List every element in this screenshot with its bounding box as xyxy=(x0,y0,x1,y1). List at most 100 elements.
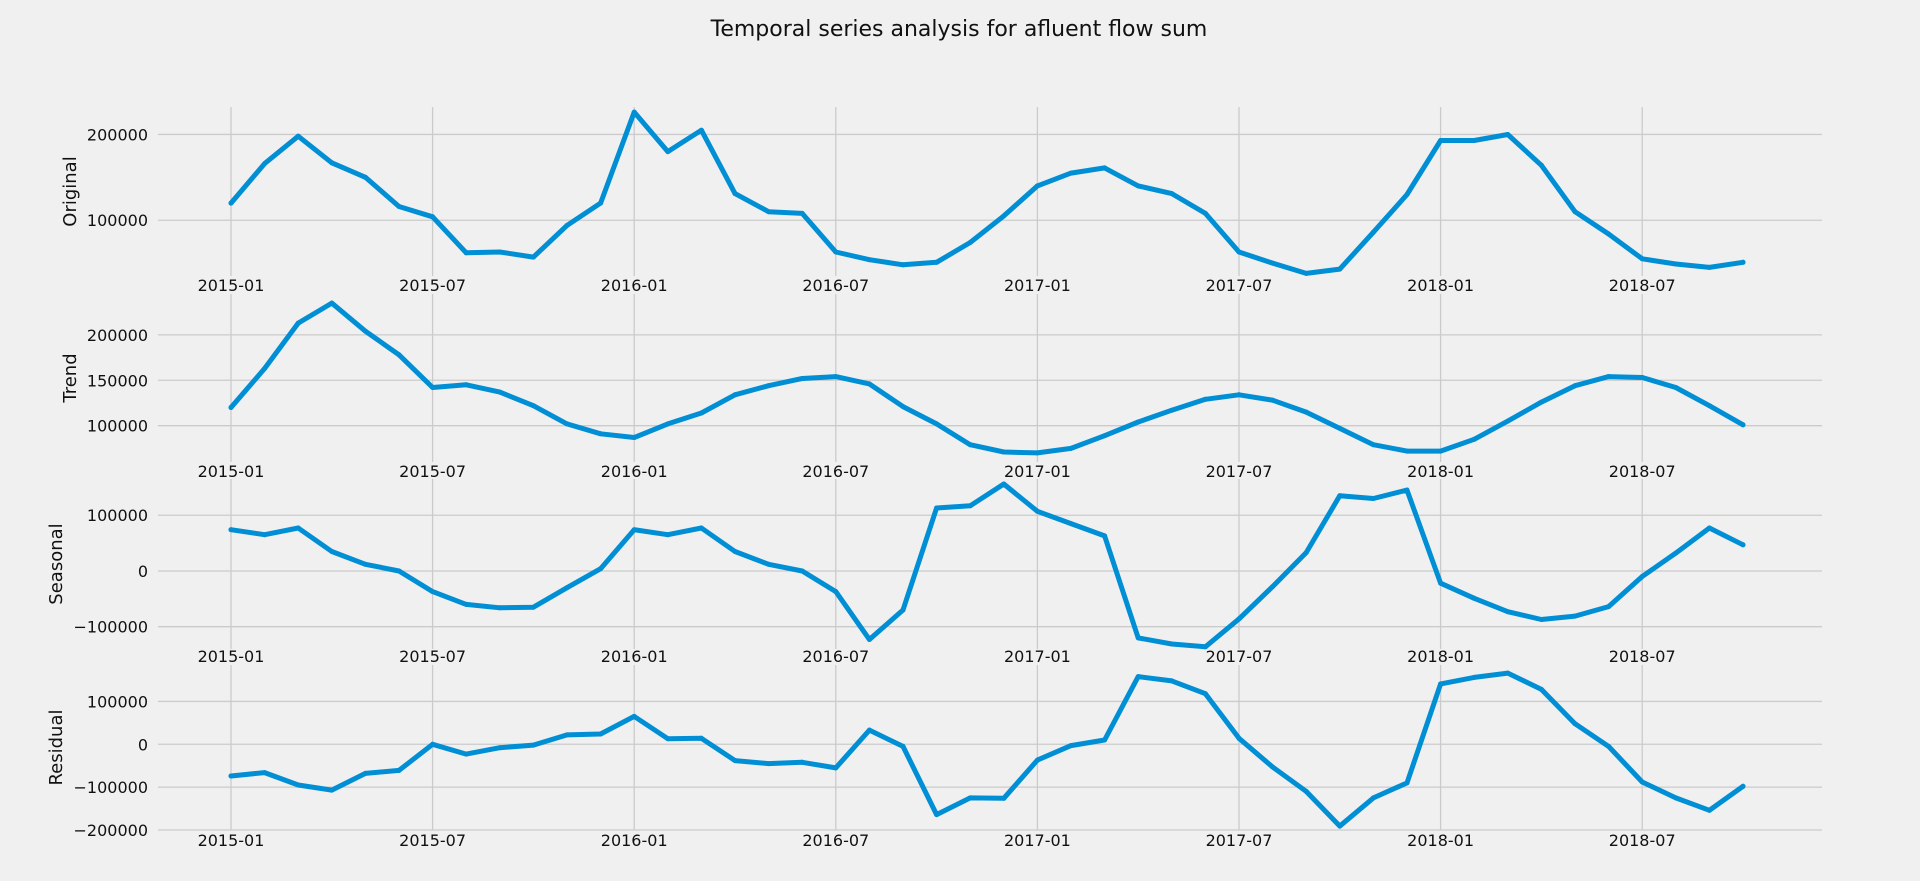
data-point xyxy=(1034,757,1040,763)
data-point xyxy=(598,731,604,737)
series-line-seasonal xyxy=(228,481,1746,650)
x-tick-label: 2015-01 xyxy=(198,647,265,666)
data-point xyxy=(833,374,839,380)
y-tick-label: 100000 xyxy=(87,506,148,525)
data-point xyxy=(262,770,268,776)
data-point xyxy=(732,758,738,764)
x-tick-label: 2015-01 xyxy=(198,462,265,481)
x-tick-label: 2016-07 xyxy=(802,276,869,295)
y-tick-label: 200000 xyxy=(87,125,148,144)
y-axis-label: Trend xyxy=(60,353,81,403)
data-point xyxy=(430,385,436,390)
data-point xyxy=(1538,162,1544,168)
data-point xyxy=(1370,442,1376,448)
data-point xyxy=(766,383,772,389)
data-point xyxy=(1404,448,1410,454)
x-tick-label: 2016-01 xyxy=(601,831,668,850)
data-point xyxy=(1135,674,1141,680)
data-point xyxy=(1202,691,1208,697)
data-point xyxy=(530,742,536,748)
data-point xyxy=(1572,613,1578,619)
y-tick-label: 150000 xyxy=(87,371,148,390)
data-point xyxy=(698,525,704,531)
data-point xyxy=(228,200,234,206)
data-point xyxy=(833,589,839,595)
data-point xyxy=(1740,259,1746,265)
data-point xyxy=(530,604,536,610)
data-point xyxy=(530,254,536,260)
y-tick-label: 100000 xyxy=(87,211,148,230)
data-point xyxy=(766,561,772,567)
x-tick-label: 2018-07 xyxy=(1609,462,1676,481)
series-line-trend xyxy=(228,300,1746,456)
data-point xyxy=(1370,795,1376,801)
data-point xyxy=(564,732,570,738)
data-point xyxy=(1706,525,1712,531)
data-point xyxy=(396,204,402,209)
data-point xyxy=(564,421,570,427)
data-point xyxy=(1068,743,1074,749)
data-point xyxy=(396,352,402,358)
data-point xyxy=(934,505,940,511)
data-point xyxy=(967,795,973,801)
x-tick-label: 2018-01 xyxy=(1407,647,1474,666)
y-tick-label: −100000 xyxy=(74,618,148,637)
data-point xyxy=(463,751,469,757)
data-point xyxy=(329,787,335,793)
y-tick-label: 0 xyxy=(138,735,148,754)
data-point xyxy=(833,249,839,255)
data-point xyxy=(1370,496,1376,501)
data-point xyxy=(1404,192,1410,197)
data-point xyxy=(1034,508,1040,514)
data-point xyxy=(497,389,503,395)
data-point xyxy=(866,257,872,263)
data-point xyxy=(564,222,570,228)
data-point xyxy=(463,382,469,388)
data-point xyxy=(1270,584,1276,590)
data-point xyxy=(1001,449,1007,455)
data-point xyxy=(1673,550,1679,556)
y-tick-label: 0 xyxy=(138,562,148,581)
data-point xyxy=(1236,392,1242,398)
data-point xyxy=(1639,574,1645,579)
data-point xyxy=(1034,183,1040,189)
data-point xyxy=(1404,487,1410,493)
data-point xyxy=(295,782,301,788)
y-tick-label: 100000 xyxy=(87,692,148,711)
data-point xyxy=(900,262,906,268)
data-point xyxy=(228,405,234,410)
data-point xyxy=(329,160,335,166)
data-point xyxy=(362,770,368,776)
data-point xyxy=(430,214,436,220)
data-point xyxy=(665,421,671,427)
x-tick-label: 2015-07 xyxy=(399,276,466,295)
y-tick-label: 100000 xyxy=(87,417,148,436)
data-point xyxy=(665,736,671,742)
x-tick-label: 2015-07 xyxy=(399,831,466,850)
data-point xyxy=(228,527,234,533)
data-point xyxy=(1471,138,1477,143)
x-tick-label: 2017-07 xyxy=(1206,276,1273,295)
data-point xyxy=(1135,635,1141,641)
data-point xyxy=(732,549,738,554)
data-point xyxy=(1438,681,1444,687)
data-point xyxy=(1202,210,1208,216)
data-point xyxy=(1169,191,1175,197)
data-point xyxy=(1740,422,1746,428)
data-point xyxy=(1337,493,1343,499)
data-point xyxy=(1135,183,1141,189)
x-tick-label: 2016-07 xyxy=(802,831,869,850)
data-point xyxy=(329,300,335,306)
data-point xyxy=(732,392,738,398)
data-point xyxy=(1169,678,1175,684)
data-point xyxy=(1606,231,1612,237)
data-point xyxy=(598,200,604,206)
y-axis-label: Seasonal xyxy=(46,523,67,604)
data-point xyxy=(866,727,872,733)
x-tick-label: 2017-07 xyxy=(1206,831,1273,850)
data-point xyxy=(1572,383,1578,389)
data-point xyxy=(799,376,805,381)
data-point xyxy=(631,527,637,533)
data-point xyxy=(631,109,637,115)
